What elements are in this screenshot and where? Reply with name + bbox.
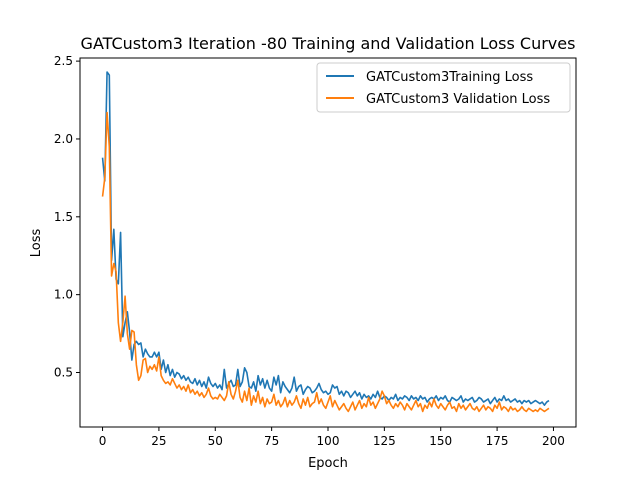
- x-axis-label: Epoch: [308, 456, 348, 471]
- x-tick-label: 100: [317, 434, 340, 448]
- legend-label-validation: GATCustom3 Validation Loss: [366, 92, 550, 107]
- x-tick-label: 150: [429, 434, 452, 448]
- x-tick-label: 200: [542, 434, 565, 448]
- y-tick-label: 0.5: [54, 366, 73, 380]
- y-tick-label: 2.0: [54, 132, 73, 146]
- y-axis-label: Loss: [29, 229, 44, 258]
- series-layer: [101, 71, 550, 413]
- x-tick-label: 175: [486, 434, 509, 448]
- legend: GATCustom3Training Loss GATCustom3 Valid…: [316, 62, 571, 113]
- chart-title: GATCustom3 Iteration -80 Training and Va…: [81, 34, 576, 53]
- legend-label-training: GATCustom3Training Loss: [366, 70, 533, 85]
- x-tick-label: 75: [264, 434, 279, 448]
- x-tick-label: 50: [208, 434, 223, 448]
- training-loss-line: [101, 71, 550, 407]
- validation-loss-line: [101, 111, 550, 413]
- x-ticks: 0 25 50 75 100 125 150 175 200: [99, 427, 565, 448]
- y-tick-label: 2.5: [54, 54, 73, 68]
- x-tick-label: 0: [99, 434, 107, 448]
- y-tick-label: 1.0: [54, 288, 73, 302]
- y-ticks: 0.5 1.0 1.5 2.0 2.5: [54, 54, 80, 380]
- x-tick-label: 25: [151, 434, 166, 448]
- legend-box: [316, 62, 571, 113]
- y-tick-label: 1.5: [54, 210, 73, 224]
- x-tick-label: 125: [373, 434, 396, 448]
